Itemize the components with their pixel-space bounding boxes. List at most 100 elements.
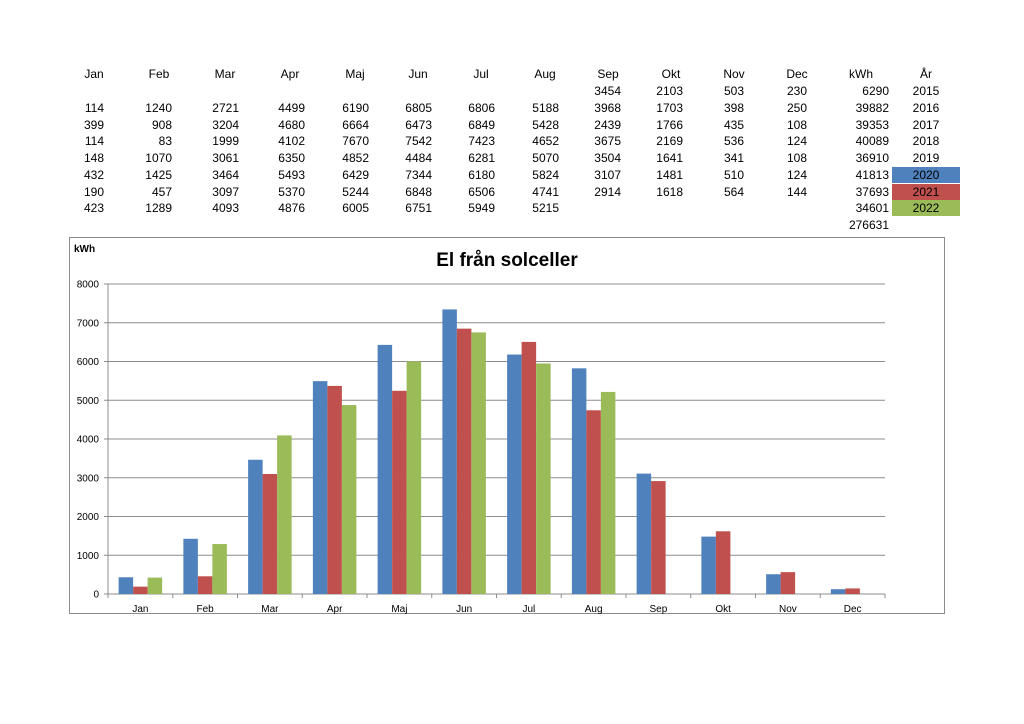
chart-title: El från solceller [436, 250, 578, 271]
table-cell: 7670 [342, 134, 369, 149]
table-cell: 6190 [342, 100, 369, 115]
x-tick-label: Nov [779, 604, 797, 615]
table-cell: 124 [786, 134, 807, 149]
bar-2020-feb [183, 538, 198, 594]
bar-2022-apr [341, 405, 357, 594]
table-cell: 6005 [342, 201, 369, 216]
row-total: 6290 [862, 84, 889, 98]
row-total: 36910 [855, 151, 889, 165]
table-cell: 1703 [656, 100, 683, 115]
table-cell: 1999 [212, 134, 239, 149]
table-cell: 6350 [278, 151, 305, 165]
bar-2021-jul [521, 341, 537, 594]
table-cell: 4484 [405, 151, 432, 165]
table-cell: 7542 [405, 134, 432, 149]
row-total: 34601 [855, 201, 889, 216]
x-tick-label: Okt [715, 604, 731, 615]
table-cell: 6849 [468, 117, 495, 132]
table-cell: 457 [151, 184, 172, 199]
bar-2020-jul [507, 354, 522, 594]
x-tick-label: Jan [132, 604, 148, 615]
row-year: 2019 [912, 151, 940, 165]
table-cell: 4499 [278, 100, 305, 115]
table-cell: 5428 [532, 117, 559, 132]
table-cell: 3204 [212, 117, 239, 132]
column-header: kWh [849, 67, 873, 81]
table-cell: 5244 [342, 184, 369, 199]
table-cell: 4652 [532, 134, 559, 149]
column-header: Nov [723, 67, 745, 81]
bar-2020-okt [701, 536, 716, 594]
chart-frame [69, 237, 945, 614]
table-cell: 1641 [656, 151, 683, 165]
table-cell: 230 [786, 84, 807, 98]
column-header: Aug [534, 67, 556, 81]
y-tick-label: 3000 [77, 473, 100, 484]
table-cell: 5493 [278, 167, 305, 182]
row-year: 2017 [912, 117, 940, 132]
table-cell: 7423 [468, 134, 495, 149]
x-tick-label: Aug [585, 604, 603, 615]
bar-2021-okt [715, 531, 731, 594]
table-cell: 3968 [594, 100, 621, 115]
table-cell: 190 [83, 184, 104, 199]
table-cell: 3107 [594, 167, 621, 182]
row-total: 40089 [855, 134, 889, 149]
table-cell: 564 [723, 184, 744, 199]
table-cell: 432 [83, 167, 104, 182]
bar-2020-dec [830, 589, 846, 594]
column-header: Jan [84, 67, 104, 81]
bar-2022-feb [212, 544, 227, 594]
table-cell: 3675 [594, 134, 621, 149]
x-tick-label: Apr [327, 604, 343, 615]
table-cell: 6848 [405, 184, 432, 199]
bar-2022-aug [600, 391, 616, 594]
table-cell: 3061 [212, 151, 239, 165]
bar-2020-maj [377, 344, 393, 594]
bar-2021-apr [327, 385, 342, 594]
column-header: Jun [408, 67, 428, 81]
table-cell: 6180 [468, 167, 495, 182]
table-cell: 6506 [468, 184, 495, 199]
bar-2022-maj [406, 361, 422, 594]
bar-2020-mar [248, 459, 263, 594]
grand-total: 276631 [848, 218, 889, 232]
table-cell: 144 [786, 184, 807, 199]
column-header: Mar [214, 67, 236, 81]
row-total: 41813 [855, 167, 889, 182]
bar-2022-jun [471, 332, 486, 594]
column-header: Sep [597, 67, 619, 81]
table-cell: 341 [723, 151, 744, 165]
bar-2021-nov [780, 572, 796, 594]
bar-2021-jan [133, 586, 148, 594]
table-cell: 5070 [532, 151, 559, 165]
column-header: Dec [786, 67, 808, 81]
table-cell: 7344 [405, 167, 432, 182]
table-cell: 114 [84, 100, 104, 115]
column-header: Okt [661, 67, 681, 81]
table-cell: 1289 [145, 201, 172, 216]
row-year: 2016 [912, 100, 940, 115]
bar-2020-jun [442, 309, 457, 594]
table-cell: 83 [158, 134, 172, 149]
bar-2021-aug [586, 410, 601, 594]
table-cell: 1240 [145, 100, 172, 115]
bar-2020-jan [118, 577, 134, 594]
table-cell: 108 [786, 117, 807, 132]
table-cell: 6751 [405, 201, 432, 216]
table-cell: 2169 [656, 134, 683, 149]
table-cell: 503 [723, 84, 744, 98]
bar-2020-aug [571, 368, 587, 594]
bar-2021-feb [197, 576, 213, 594]
table-cell: 3454 [594, 84, 621, 98]
data-table: Jan Feb Mar Apr Maj Jun Jul Aug Sep Okt Nov Dec kWh Å… [0, 0, 1024, 240]
column-header: Jul [473, 67, 489, 81]
table-cell: 1070 [145, 151, 172, 165]
y-tick-label: 7000 [77, 318, 100, 329]
table-cell: 6281 [468, 151, 495, 165]
year-legend-swatch: 2020 [892, 166, 960, 183]
table-cell: 5824 [532, 167, 559, 182]
y-tick-label: 5000 [77, 396, 100, 407]
table-cell: 4876 [278, 201, 305, 216]
